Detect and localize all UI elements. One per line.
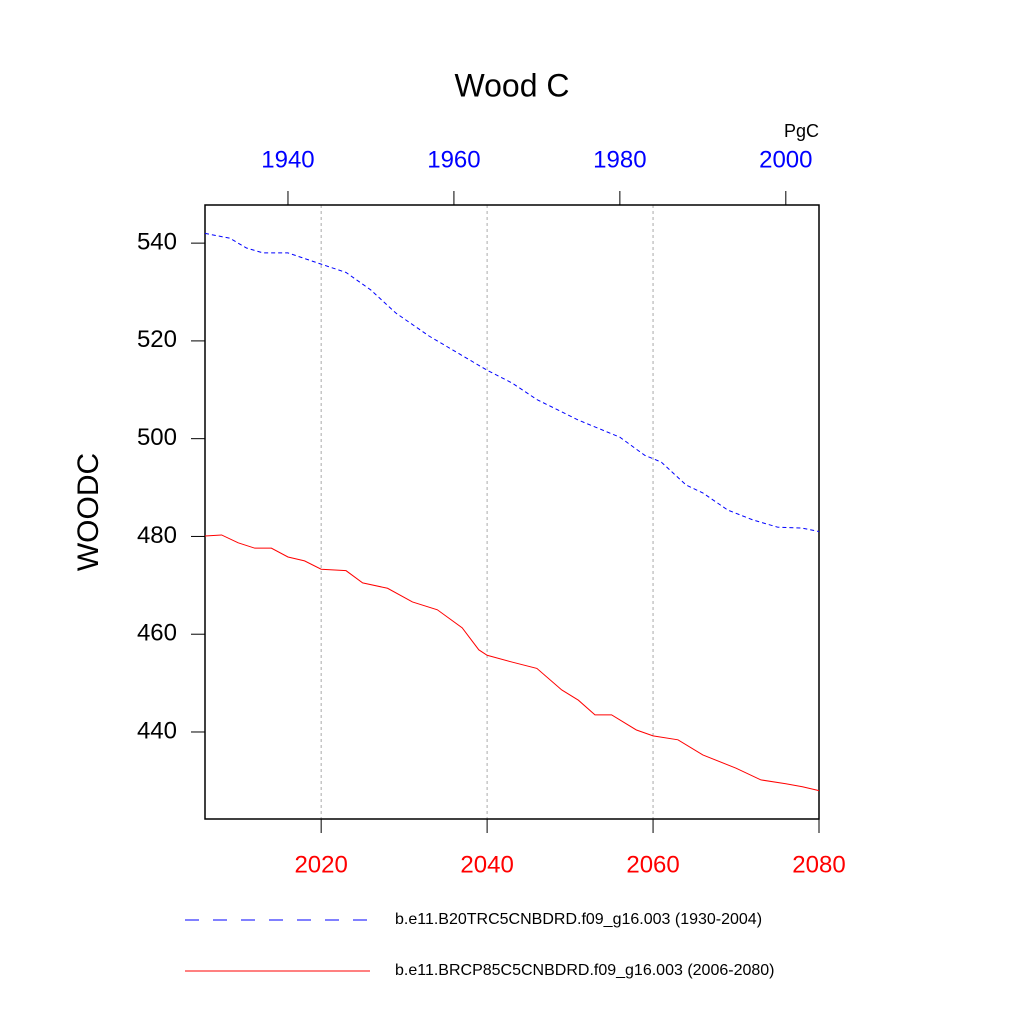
legend-label: b.e11.B20TRC5CNBDRD.f09_g16.003 (1930-20…	[395, 911, 762, 928]
series-line	[204, 534, 820, 792]
x2-tick-label: 1960	[427, 146, 480, 173]
x2-tick-label: 1940	[261, 146, 314, 173]
chart-title: Wood C	[454, 67, 569, 103]
x-tick-label: 2020	[294, 851, 347, 878]
units-label: PgC	[784, 121, 819, 141]
x-tick-label: 2060	[626, 851, 679, 878]
series-line	[204, 232, 820, 533]
legend-label: b.e11.BRCP85C5CNBDRD.f09_g16.003 (2006-2…	[395, 962, 774, 979]
x2-tick-label: 2000	[759, 146, 812, 173]
y-tick-label: 540	[137, 228, 177, 255]
plot-frame	[204, 204, 820, 820]
y-tick-label: 460	[137, 620, 177, 647]
y-tick-label: 480	[137, 522, 177, 549]
y-tick-label: 440	[137, 717, 177, 744]
x2-tick-label: 1980	[593, 146, 646, 173]
y-tick-label: 520	[137, 326, 177, 353]
y-tick-label: 500	[137, 424, 177, 451]
x-tick-label: 2040	[460, 851, 513, 878]
x-tick-label: 2080	[792, 851, 845, 878]
y-axis-label: WOODC	[72, 453, 105, 571]
